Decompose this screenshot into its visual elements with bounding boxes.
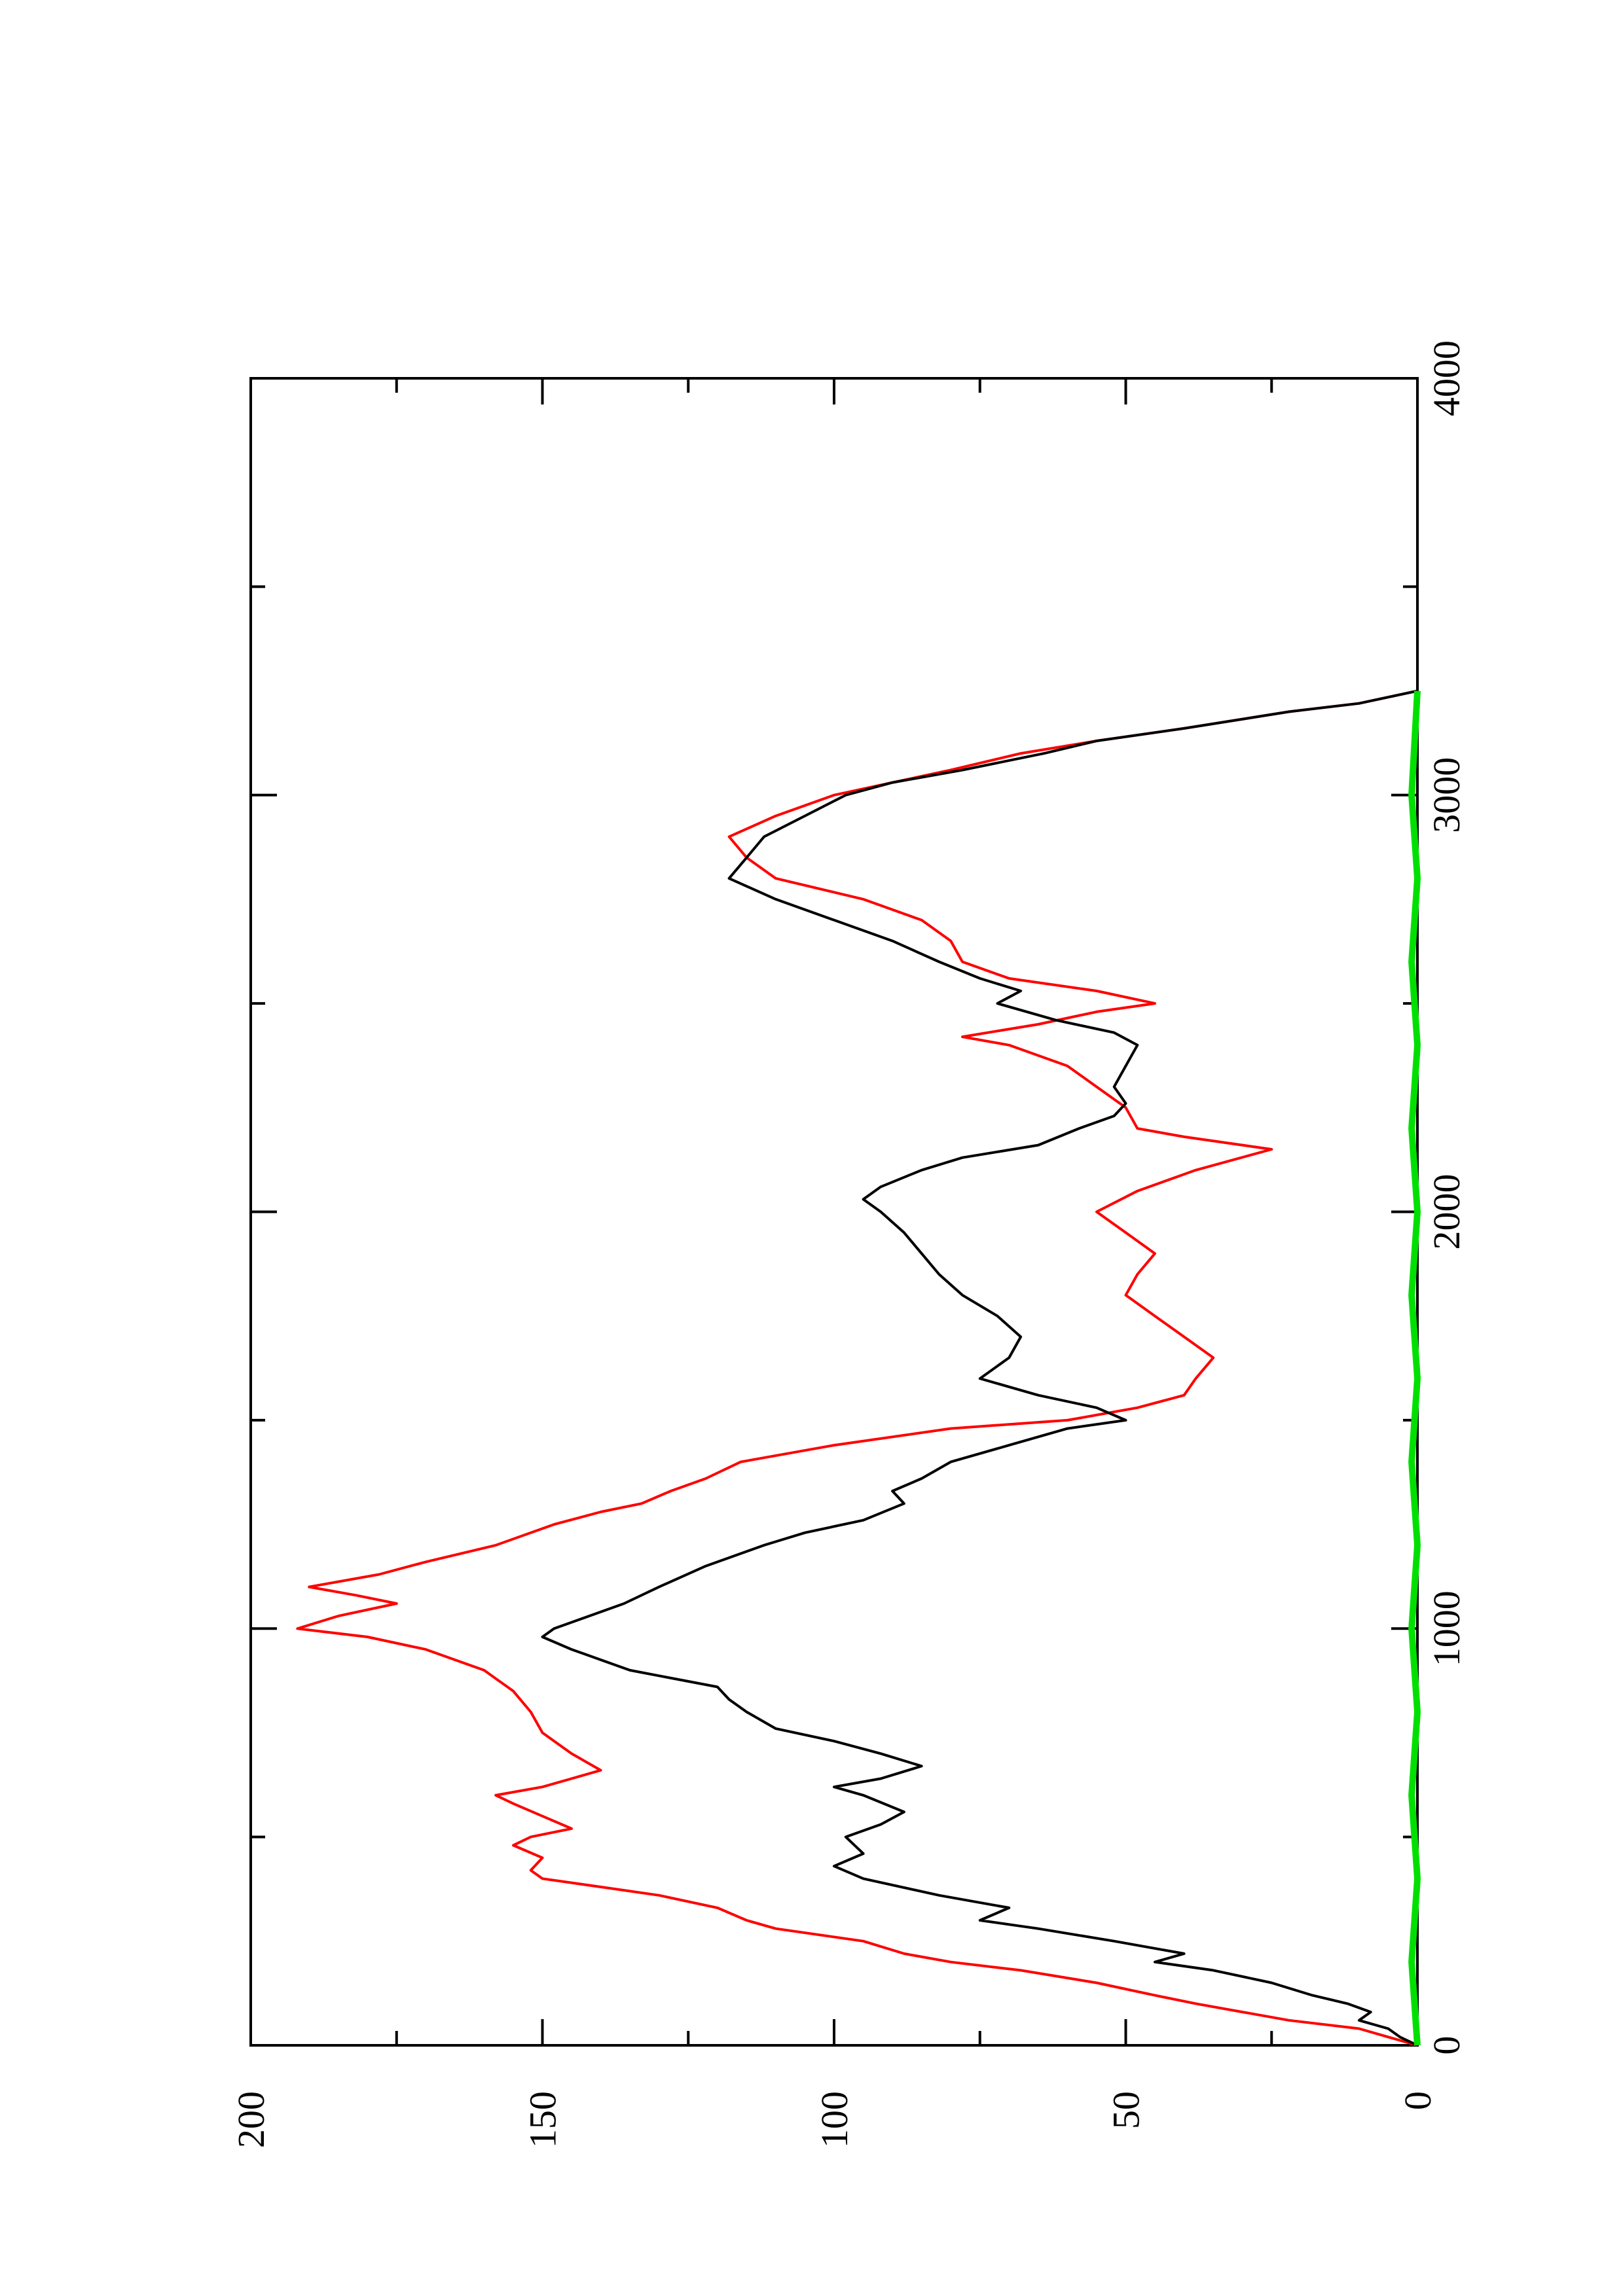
y-tick-label: 0 <box>1396 2091 1439 2110</box>
axis-ticks <box>249 377 1419 2047</box>
series-line-1 <box>296 689 1418 2047</box>
y-tick-label: 100 <box>813 2091 856 2148</box>
series-line-2 <box>541 689 1418 2047</box>
series-group <box>296 689 1421 2047</box>
y-tick-label: 200 <box>230 2091 272 2148</box>
y-tick-label: 50 <box>1105 2091 1148 2129</box>
x-tick-label: 2000 <box>1425 1174 1468 1250</box>
series-line-3 <box>1408 691 1421 2046</box>
y-tick-label: 150 <box>522 2091 564 2148</box>
x-tick-label: 3000 <box>1425 757 1468 833</box>
tick-labels: 0 1000 2000 3000 4000 0 50 100 150 200 <box>230 340 1468 2148</box>
x-tick-label: 4000 <box>1425 340 1468 416</box>
x-tick-label: 0 <box>1425 2036 1468 2055</box>
plot-frame <box>249 377 1419 2047</box>
x-tick-label: 1000 <box>1425 1590 1468 1666</box>
